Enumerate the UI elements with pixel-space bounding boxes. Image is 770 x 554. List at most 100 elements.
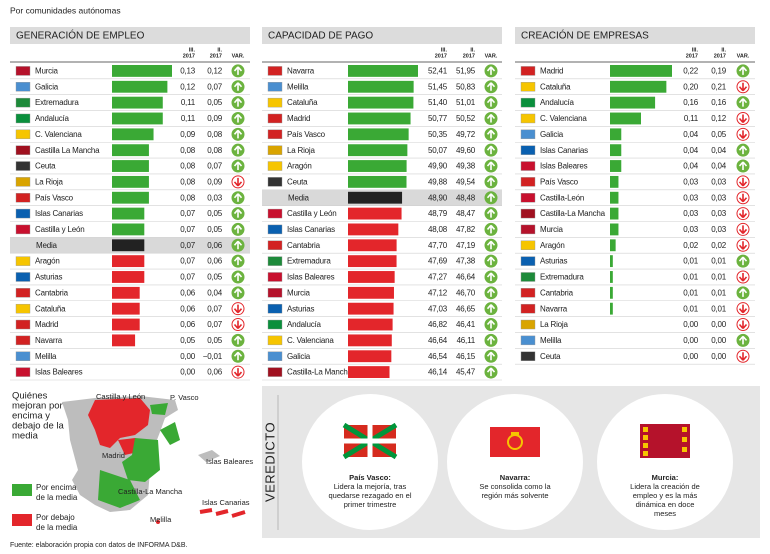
- row-name: Aragón: [287, 162, 312, 171]
- column-header: VAR.: [485, 53, 498, 59]
- bar: [348, 65, 418, 77]
- arrow-glyph: [486, 129, 496, 139]
- bar: [112, 207, 145, 220]
- value-iii: 48,08: [428, 225, 448, 234]
- column-header: 2017: [210, 53, 222, 59]
- arrow-up: [231, 127, 245, 141]
- bar: [610, 96, 656, 109]
- column-header: II.: [217, 47, 222, 53]
- bar: [112, 128, 154, 141]
- value-iii: 0,07: [180, 209, 196, 218]
- flag: [15, 129, 31, 140]
- value-iii: 0,01: [683, 304, 699, 313]
- row-name: Madrid: [287, 114, 310, 123]
- value-ii: 0,09: [207, 114, 223, 123]
- value-ii: 0,00: [711, 320, 727, 329]
- value-ii: 0,06: [207, 241, 223, 250]
- row-name: Aragón: [540, 241, 565, 250]
- flag: [267, 351, 283, 361]
- arrow-glyph: [738, 209, 748, 219]
- bar: [112, 160, 149, 172]
- bar: [348, 302, 394, 315]
- map-melilla: [156, 520, 160, 524]
- bar: [610, 286, 613, 299]
- arrow-up: [484, 254, 498, 268]
- flag: [15, 145, 31, 155]
- value-iii: 0,05: [180, 336, 196, 345]
- arrow-glyph: [486, 161, 496, 171]
- arrow-glyph: [233, 98, 243, 107]
- row-name: Melilla: [35, 352, 57, 361]
- value-ii: 48,47: [456, 209, 476, 218]
- flag: [520, 82, 536, 92]
- value-ii: 46,11: [457, 336, 476, 345]
- arrow-down: [736, 207, 750, 221]
- row-name: La Rioja: [540, 320, 569, 329]
- map-region-below: [88, 398, 150, 448]
- value-ii: 47,82: [456, 225, 476, 234]
- flag: [520, 145, 536, 155]
- row-name: Islas Canarias: [540, 146, 588, 155]
- value-iii: 0,00: [180, 368, 196, 377]
- arrow-glyph: [738, 272, 748, 282]
- value-ii: 0,07: [207, 320, 223, 329]
- value-ii: 0,12: [207, 67, 223, 76]
- arrow-up: [231, 80, 245, 94]
- column-header: VAR.: [232, 53, 245, 59]
- arrow-up: [736, 159, 750, 173]
- map-baleares: [198, 450, 220, 462]
- value-iii: 0,09: [180, 130, 196, 139]
- value-iii: 49,90: [428, 162, 448, 171]
- row-name: Media: [288, 193, 310, 202]
- arrow-glyph: [738, 193, 748, 203]
- verdict-circle: [597, 394, 733, 530]
- arrow-glyph: [233, 161, 243, 171]
- bar: [610, 223, 619, 236]
- row-name: Islas Baleares: [35, 368, 83, 377]
- row-name: Castilla y León: [35, 225, 84, 234]
- arrow-down: [736, 270, 750, 284]
- arrow-up: [736, 254, 750, 268]
- value-ii: 0,04: [207, 288, 223, 297]
- arrow-down: [231, 175, 245, 189]
- bar: [610, 160, 622, 172]
- map-panel: [12, 396, 246, 526]
- map-region-above: [150, 403, 168, 415]
- value-ii: 0,09: [207, 177, 223, 186]
- bar: [348, 239, 397, 252]
- flag: [267, 177, 283, 187]
- column-header: 2017: [183, 53, 195, 59]
- row-name: Ceuta: [35, 162, 56, 171]
- value-iii: 0,07: [180, 225, 196, 234]
- flag: [520, 97, 536, 108]
- value-ii: 0,19: [711, 67, 727, 76]
- map-canarias: [199, 508, 246, 518]
- row-name: Galicia: [287, 352, 311, 361]
- row-name: Murcia: [287, 288, 311, 297]
- row-name: Murcia: [35, 67, 59, 76]
- value-ii: 51,95: [456, 67, 476, 76]
- value-iii: 0,08: [180, 162, 196, 171]
- value-ii: 0,05: [207, 225, 223, 234]
- flag: [15, 82, 31, 92]
- map-label: Islas Baleares: [206, 457, 253, 466]
- arrow-up: [231, 207, 245, 221]
- value-ii: 48,48: [456, 193, 476, 202]
- legend-label: Por debajo: [36, 513, 75, 522]
- row-name: Media: [36, 241, 58, 250]
- column-header: II.: [721, 47, 726, 53]
- arrow-down: [231, 302, 245, 316]
- flag: [520, 351, 536, 361]
- value-ii: 45,47: [456, 368, 476, 377]
- arrow-down: [231, 318, 245, 332]
- arrow-glyph: [738, 98, 748, 107]
- row-name: Cantabria: [540, 288, 574, 297]
- arrow-up: [484, 159, 498, 173]
- value-iii: 0,13: [180, 67, 196, 76]
- arrow-glyph: [486, 319, 496, 329]
- bar: [348, 112, 411, 125]
- value-iii: 0,00: [683, 320, 699, 329]
- arrow-glyph: [233, 288, 243, 297]
- arrow-up: [231, 254, 245, 268]
- row-name: Castilla-La Mancha: [287, 368, 353, 377]
